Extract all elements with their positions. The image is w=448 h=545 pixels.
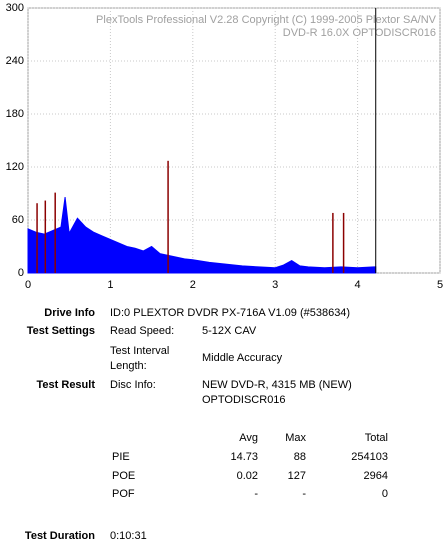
x-tick-label: 0 [25,279,31,291]
row-name: POE [112,469,136,482]
result-value: NEW DVD-R, 4315 MB (NEW) OPTODISCR016 [202,379,352,406]
y-tick-label: 60 [12,214,24,226]
cell: 2964 [363,469,388,482]
column-header: Max [285,432,306,444]
y-tick-label: 0 [18,267,24,279]
cell: 0 [381,488,388,500]
drive-info: ID:0 PLEXTOR DVDR PX-716A V1.09 (#538634… [110,307,351,319]
setting-name: Test Interval Length: [110,345,170,372]
watermark: DVD-R 16.0X OPTODISCR016 [283,27,436,39]
section-label: Test Result [36,379,95,391]
cell: 88 [293,451,306,463]
result-name: Disc Info: [110,379,156,391]
row-name: POF [112,488,135,500]
x-tick-label: 2 [190,279,196,291]
test-duration: 0:10:31 [110,530,147,542]
y-tick-label: 180 [6,108,24,120]
y-tick-label: 120 [6,161,24,173]
section-label: Drive Info [44,307,95,319]
watermark: PlexTools Professional V2.28 Copyright (… [96,14,437,26]
y-tick-label: 300 [6,2,24,14]
column-header: Avg [239,432,258,444]
section-label: Test Settings [26,325,95,337]
cell: 254103 [351,451,388,463]
x-tick-label: 1 [107,279,113,291]
chart: 0 60 120 180 240 300 0 1 2 3 4 5 PlexTools Professio… [6,2,443,291]
x-tick-label: 4 [355,279,361,291]
cell: 0.02 [236,469,258,482]
x-tick-label: 3 [272,279,278,291]
row-name: PIE [112,451,130,463]
setting-name: Read Speed: [110,325,175,337]
setting-value: Middle Accuracy [202,352,283,364]
cell: - [302,488,306,500]
column-header: Total [364,432,388,444]
section-label: Test Duration [24,530,95,542]
cell: - [254,488,258,500]
y-tick-label: 240 [6,55,24,67]
x-tick-label: 5 [437,279,443,291]
cell: 14.73 [230,451,258,463]
setting-value: 5-12X CAV [202,325,257,337]
cell: 127 [287,469,306,482]
plot-area [27,7,441,274]
